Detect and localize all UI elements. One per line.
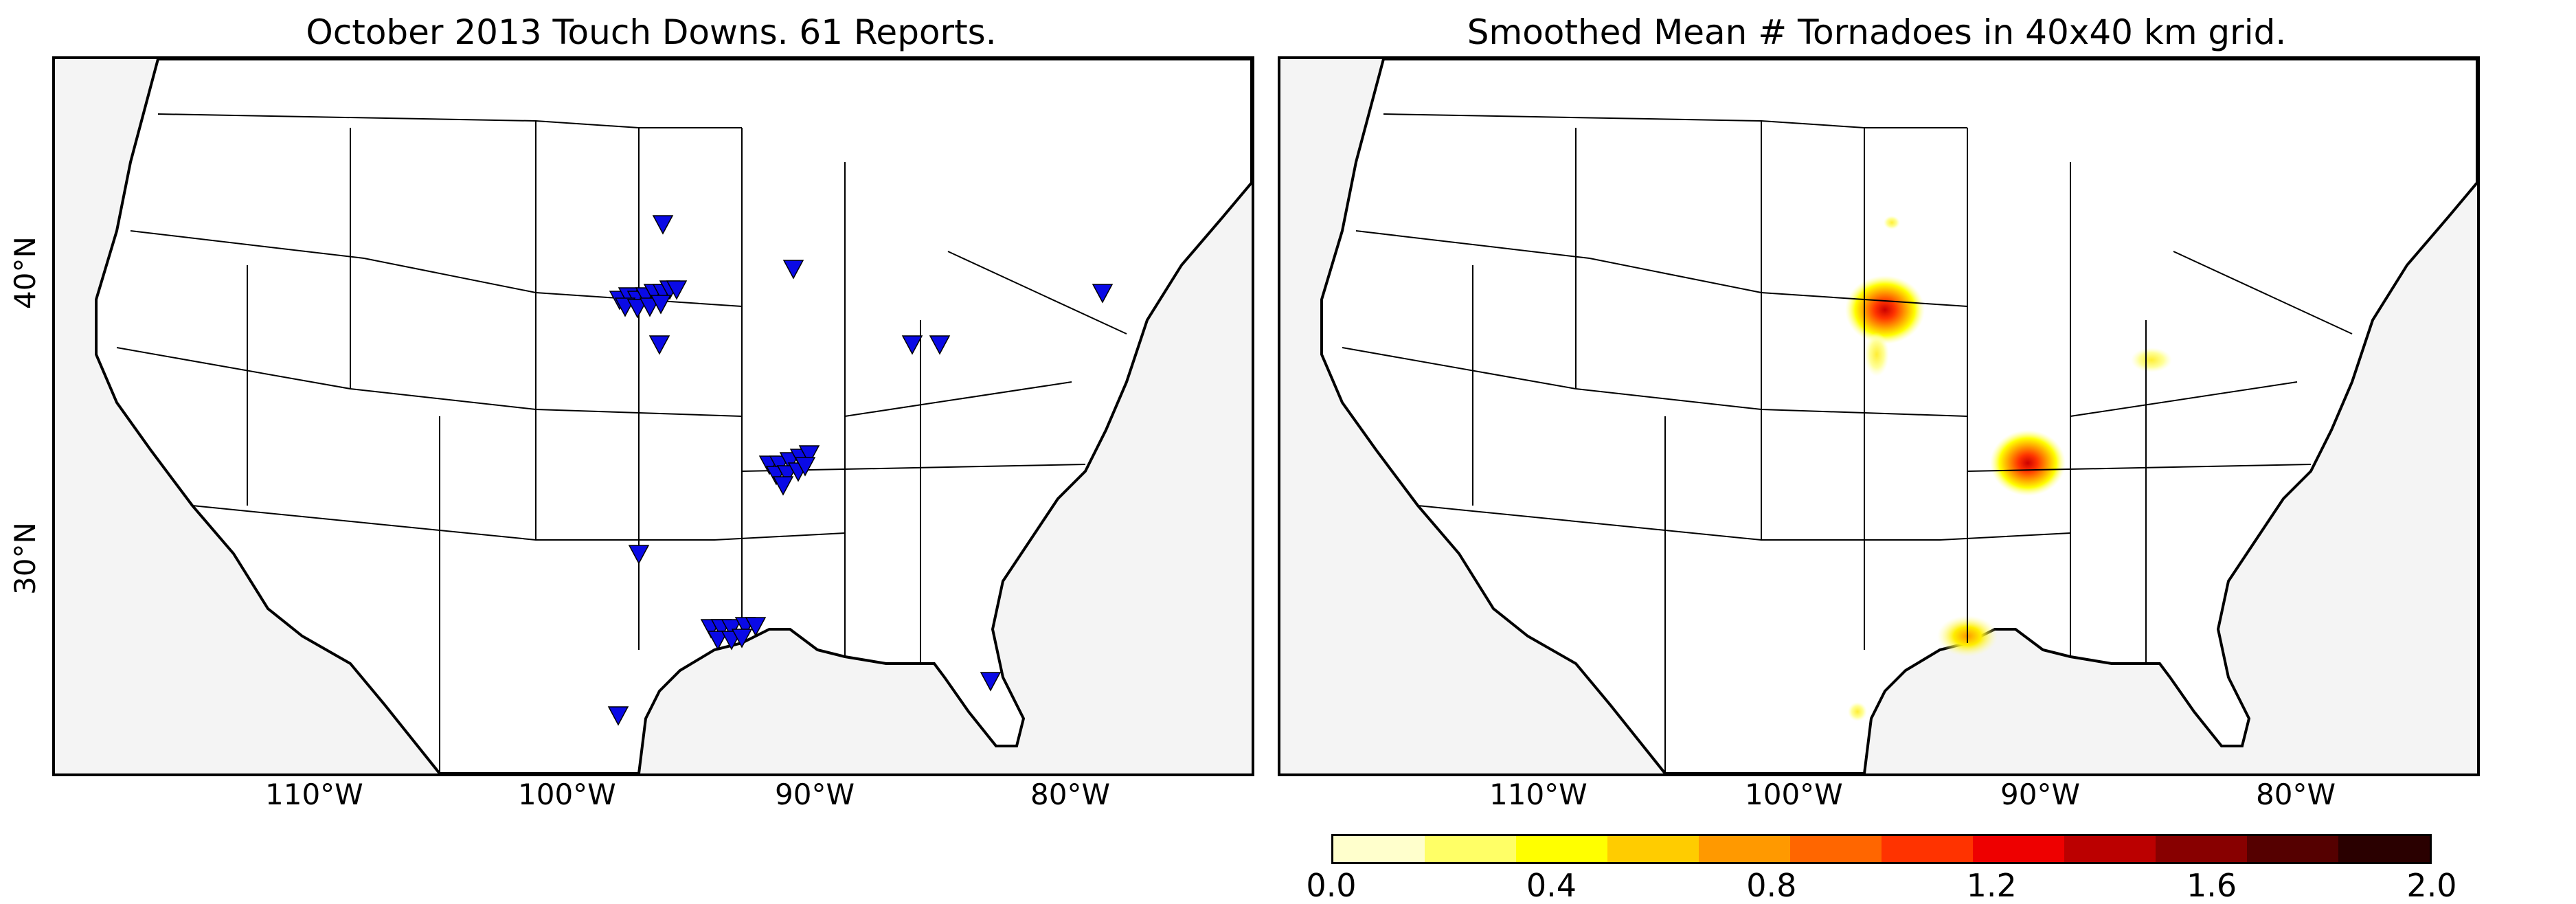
touchdown-marker — [707, 631, 729, 651]
state-border-11 — [844, 381, 1072, 417]
density-blob-nebraska-tail — [1864, 332, 1889, 376]
touchdown-marker — [745, 617, 767, 637]
state-border-14 — [947, 251, 1127, 335]
colorbar-bin — [1333, 836, 1425, 862]
colorbar-tick-label: 0.8 — [1746, 867, 1797, 904]
density-colorbar — [1331, 834, 2432, 864]
touchdown-marker — [980, 672, 1002, 692]
touchdown-marker — [794, 457, 816, 477]
colorbar-bin — [2156, 836, 2247, 862]
lon-label-110w: 110°W — [265, 778, 363, 811]
touchdown-marker — [626, 299, 648, 319]
touchdown-marker — [782, 260, 804, 280]
left-map-title: October 2013 Touch Downs. 61 Reports. — [306, 12, 997, 52]
state-border-0 — [1383, 113, 1967, 128]
colorbar-tick-label: 0.4 — [1526, 867, 1577, 904]
lon-label-100w: 100°W — [518, 778, 616, 811]
touchdown-marker — [650, 295, 672, 315]
colorbar-bin — [1607, 836, 1699, 862]
colorbar-bin — [2338, 836, 2430, 862]
touchdown-markers — [607, 215, 1114, 726]
touchdown-marker — [648, 335, 670, 355]
touchdown-marker — [772, 476, 794, 496]
state-borders-right — [1342, 113, 2353, 773]
touchdown-marker — [901, 335, 923, 355]
touchdown-marker — [798, 445, 820, 465]
colorbar-bin — [1425, 836, 1516, 862]
touchdown-marker — [731, 629, 753, 648]
colorbar-tick-label: 0.0 — [1306, 867, 1357, 904]
colorbar-bin — [1882, 836, 1973, 862]
density-blob-nebraska — [1845, 275, 1925, 344]
touchdown-report-map — [52, 56, 1254, 776]
lon-label-100w-right: 100°W — [1745, 778, 1843, 811]
density-blob-tennessee — [1990, 430, 2066, 496]
us-land-mass-right — [1320, 59, 2477, 773]
colorbar-bin — [2247, 836, 2338, 862]
colorbar-tick-label: 1.2 — [1966, 867, 2017, 904]
touchdown-marker — [628, 545, 650, 565]
lat-label-40n: 40°N — [8, 236, 42, 309]
colorbar-tick-label: 2.0 — [2406, 867, 2457, 904]
touchdown-marker — [1092, 284, 1114, 304]
density-map-canvas — [1320, 59, 2477, 773]
lat-label-30n: 30°N — [8, 522, 42, 595]
density-blob-ohio — [2131, 348, 2172, 372]
lon-label-80w-right: 80°W — [2256, 778, 2336, 811]
right-map-title: Smoothed Mean # Tornadoes in 40x40 km gr… — [1467, 12, 2287, 52]
colorbar-bin — [1790, 836, 1882, 862]
tornado-density-map — [1278, 56, 2480, 776]
lon-label-110w-right: 110°W — [1489, 778, 1588, 811]
touchdown-marker — [652, 215, 674, 235]
state-border-0 — [157, 113, 742, 128]
touchdown-map-canvas — [95, 59, 1252, 773]
lon-label-90w-right: 90°W — [2000, 778, 2080, 811]
state-border-14 — [2173, 251, 2353, 335]
coastline — [1320, 59, 2477, 773]
density-blob-dakota — [1884, 216, 1900, 229]
lon-label-90w: 90°W — [775, 778, 855, 811]
state-border-10 — [1967, 464, 2312, 472]
colorbar-tick-label: 1.6 — [2187, 867, 2237, 904]
colorbar-bin — [1699, 836, 1790, 862]
us-land-mass — [95, 59, 1252, 773]
colorbar-bin — [1516, 836, 1607, 862]
colorbar-bin — [2064, 836, 2156, 862]
touchdown-marker — [929, 335, 951, 355]
state-border-11 — [2070, 381, 2298, 417]
coastline — [95, 59, 1252, 773]
lon-label-80w: 80°W — [1030, 778, 1110, 811]
touchdown-marker — [721, 619, 743, 639]
density-blob-texas-coast — [1848, 702, 1867, 721]
touchdown-marker — [607, 706, 629, 726]
touchdown-marker — [666, 280, 688, 300]
colorbar-bin — [1973, 836, 2064, 862]
